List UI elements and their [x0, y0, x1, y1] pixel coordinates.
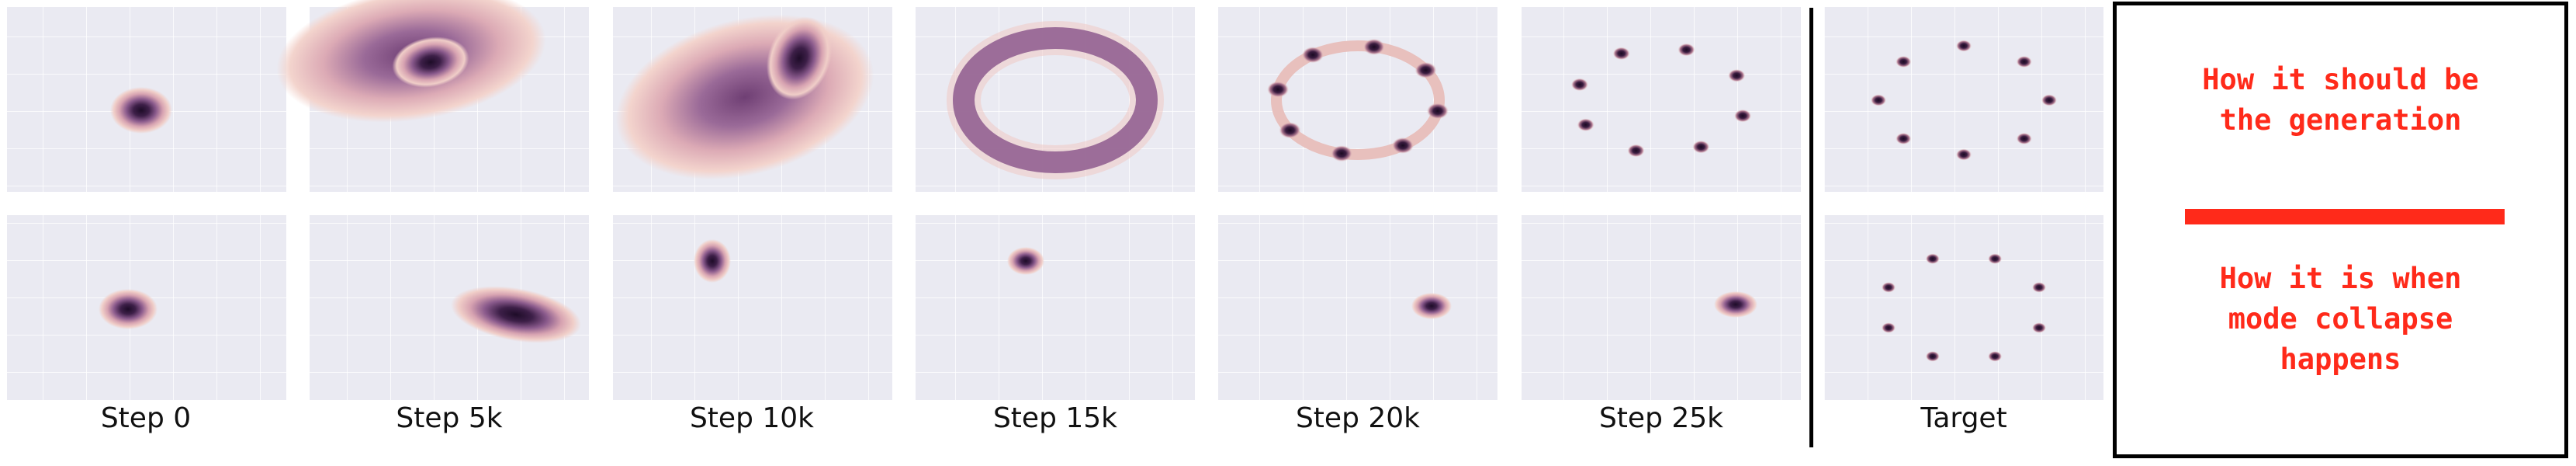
density-bottom-step15k: [1007, 247, 1044, 275]
density-top-target-mode-1: [2017, 133, 2032, 144]
density-top-step20k-mode-7: [1415, 62, 1437, 78]
panel-grid-top-5: [1522, 7, 1801, 192]
density-bottom-step0: [99, 289, 158, 329]
density-bottom-step20k: [1411, 293, 1452, 319]
step-label-20k: Step 20k: [1218, 402, 1497, 434]
density-bottom-step25k: [1714, 291, 1757, 318]
panel-grid-bottom-4: [1218, 215, 1497, 400]
density-bottom-target-mode-4: [1882, 282, 1896, 293]
density-top-step25k-mode-4: [1571, 78, 1588, 92]
density-top-step25k-mode-6: [1678, 43, 1695, 57]
density-top-target-mode-7: [2017, 56, 2032, 68]
legend-bottom-text: How it is when mode collapse happens: [2117, 259, 2564, 380]
density-bottom-target-mode-1: [1988, 351, 2002, 362]
density-top-target-mode-6: [1956, 40, 1972, 52]
density-bottom-target-mode-0: [2032, 322, 2046, 333]
density-top-step20k-mode-4: [1267, 82, 1289, 98]
density-bottom-target-mode-6: [1988, 253, 2002, 264]
density-top-step25k-mode-7: [1728, 69, 1745, 82]
step-label-5k: Step 5k: [310, 402, 589, 434]
density-bottom-step10k: [694, 239, 731, 283]
step-label-15k: Step 15k: [916, 402, 1195, 434]
vertical-divider: [1809, 8, 1813, 447]
step-label-25k: Step 25k: [1522, 402, 1801, 434]
density-top-step25k-mode-5: [1613, 47, 1630, 61]
panel-grid-top-6: [1824, 7, 2103, 192]
density-top-step20k-mode-5: [1302, 47, 1324, 63]
target-label: Target: [1824, 402, 2103, 434]
density-bottom-target-mode-2: [1926, 351, 1940, 362]
legend-top-text: How it should be the generation: [2117, 60, 2564, 141]
legend-divider-bar: [2185, 209, 2505, 224]
density-top-step0: [110, 87, 172, 134]
panel-grid-bottom-6: [1824, 215, 2103, 400]
legend-box: How it should be the generation How it i…: [2113, 2, 2568, 458]
density-top-step20k-mode-3: [1279, 122, 1300, 138]
density-top-step20k-mode-0: [1427, 103, 1449, 119]
density-top-step25k-mode-2: [1627, 144, 1644, 158]
density-top-target-mode-0: [2041, 95, 2057, 106]
density-top-step20k-mode-2: [1331, 145, 1352, 162]
density-bottom-target-mode-5: [1926, 253, 1940, 264]
panel-grid-bottom-2: [613, 215, 892, 400]
density-top-step25k-mode-3: [1577, 118, 1594, 131]
density-top-step20k-mode-6: [1363, 39, 1385, 55]
panel-grid-bottom-5: [1522, 215, 1801, 400]
density-top-target-mode-3: [1896, 133, 1911, 144]
panel-grid-top-4: [1218, 7, 1497, 192]
density-top-target-mode-5: [1896, 56, 1911, 68]
density-top-target-mode-2: [1956, 149, 1972, 161]
density-top-step25k-mode-1: [1692, 141, 1709, 154]
density-top-step25k-mode-0: [1734, 110, 1751, 123]
density-top-step20k-mode-1: [1392, 137, 1414, 154]
density-bottom-target-mode-3: [1882, 322, 1896, 333]
density-bottom-target-mode-7: [2032, 282, 2046, 293]
step-label-10k: Step 10k: [612, 402, 892, 434]
step-label-0: Step 0: [6, 402, 286, 434]
density-top-target-mode-4: [1871, 95, 1886, 106]
panel-grid-bottom-3: [916, 215, 1195, 400]
